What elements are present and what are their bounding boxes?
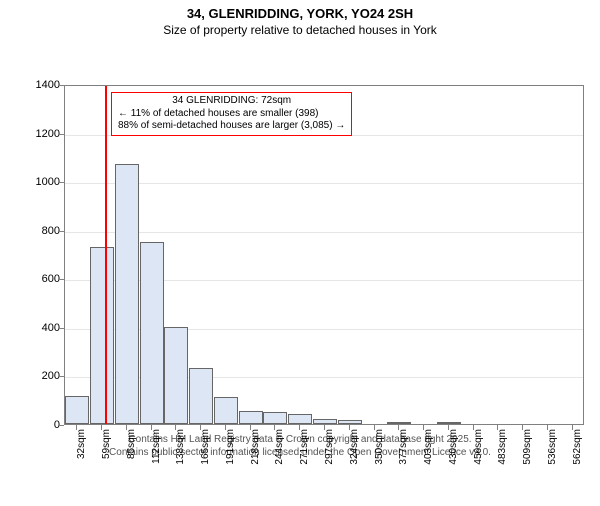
y-tick-mark <box>59 231 64 232</box>
x-tick-mark <box>101 425 102 430</box>
y-tick-mark <box>59 328 64 329</box>
y-tick-label: 1400 <box>20 79 60 91</box>
y-tick-label: 0 <box>20 419 60 431</box>
x-tick-label: 377sqm <box>398 429 409 465</box>
y-tick-label: 800 <box>20 225 60 237</box>
x-tick-label: 59sqm <box>101 429 112 459</box>
y-tick-mark <box>59 85 64 86</box>
x-tick-label: 297sqm <box>324 429 335 465</box>
x-tick-label: 218sqm <box>250 429 261 465</box>
x-tick-label: 85sqm <box>126 429 137 459</box>
x-tick-label: 509sqm <box>522 429 533 465</box>
x-tick-label: 32sqm <box>76 429 87 459</box>
y-tick-mark <box>59 376 64 377</box>
x-tick-mark <box>398 425 399 430</box>
x-tick-label: 244sqm <box>274 429 285 465</box>
x-tick-label: 430sqm <box>448 429 459 465</box>
x-tick-mark <box>448 425 449 430</box>
y-tick-mark <box>59 182 64 183</box>
x-tick-label: 483sqm <box>497 429 508 465</box>
y-tick-label: 400 <box>20 322 60 334</box>
x-tick-mark <box>274 425 275 430</box>
chart-container: 34, GLENRIDDING, YORK, YO24 2SH Size of … <box>0 6 600 506</box>
x-tick-mark <box>250 425 251 430</box>
x-tick-mark <box>374 425 375 430</box>
y-tick-label: 1200 <box>20 128 60 140</box>
x-tick-mark <box>76 425 77 430</box>
x-tick-label: 562sqm <box>572 429 583 465</box>
x-tick-label: 456sqm <box>473 429 484 465</box>
x-tick-label: 350sqm <box>374 429 385 465</box>
x-tick-label: 403sqm <box>423 429 434 465</box>
x-tick-label: 271sqm <box>299 429 310 465</box>
x-tick-mark <box>324 425 325 430</box>
x-tick-mark <box>151 425 152 430</box>
y-tick-label: 200 <box>20 370 60 382</box>
x-tick-mark <box>126 425 127 430</box>
x-tick-label: 165sqm <box>200 429 211 465</box>
x-tick-mark <box>175 425 176 430</box>
plot-wrap: Number of detached properties 34 GLENRID… <box>64 85 584 425</box>
x-tick-mark <box>423 425 424 430</box>
y-tick-mark <box>59 425 64 426</box>
x-tick-mark <box>225 425 226 430</box>
x-tick-mark <box>522 425 523 430</box>
x-tick-mark <box>497 425 498 430</box>
y-ticks: 0200400600800100012001400 <box>64 85 584 425</box>
y-tick-mark <box>59 279 64 280</box>
x-tick-mark <box>473 425 474 430</box>
x-tick-mark <box>299 425 300 430</box>
x-tick-label: 536sqm <box>547 429 558 465</box>
x-tick-label: 324sqm <box>349 429 360 465</box>
y-tick-label: 600 <box>20 273 60 285</box>
y-tick-label: 1000 <box>20 176 60 188</box>
x-tick-mark <box>200 425 201 430</box>
x-tick-mark <box>547 425 548 430</box>
x-tick-label: 191sqm <box>225 429 236 465</box>
x-tick-mark <box>572 425 573 430</box>
chart-title: 34, GLENRIDDING, YORK, YO24 2SH <box>0 6 600 21</box>
chart-subtitle: Size of property relative to detached ho… <box>0 23 600 37</box>
x-tick-mark <box>349 425 350 430</box>
x-tick-label: 112sqm <box>151 429 162 464</box>
x-tick-label: 138sqm <box>175 429 186 465</box>
y-tick-mark <box>59 134 64 135</box>
